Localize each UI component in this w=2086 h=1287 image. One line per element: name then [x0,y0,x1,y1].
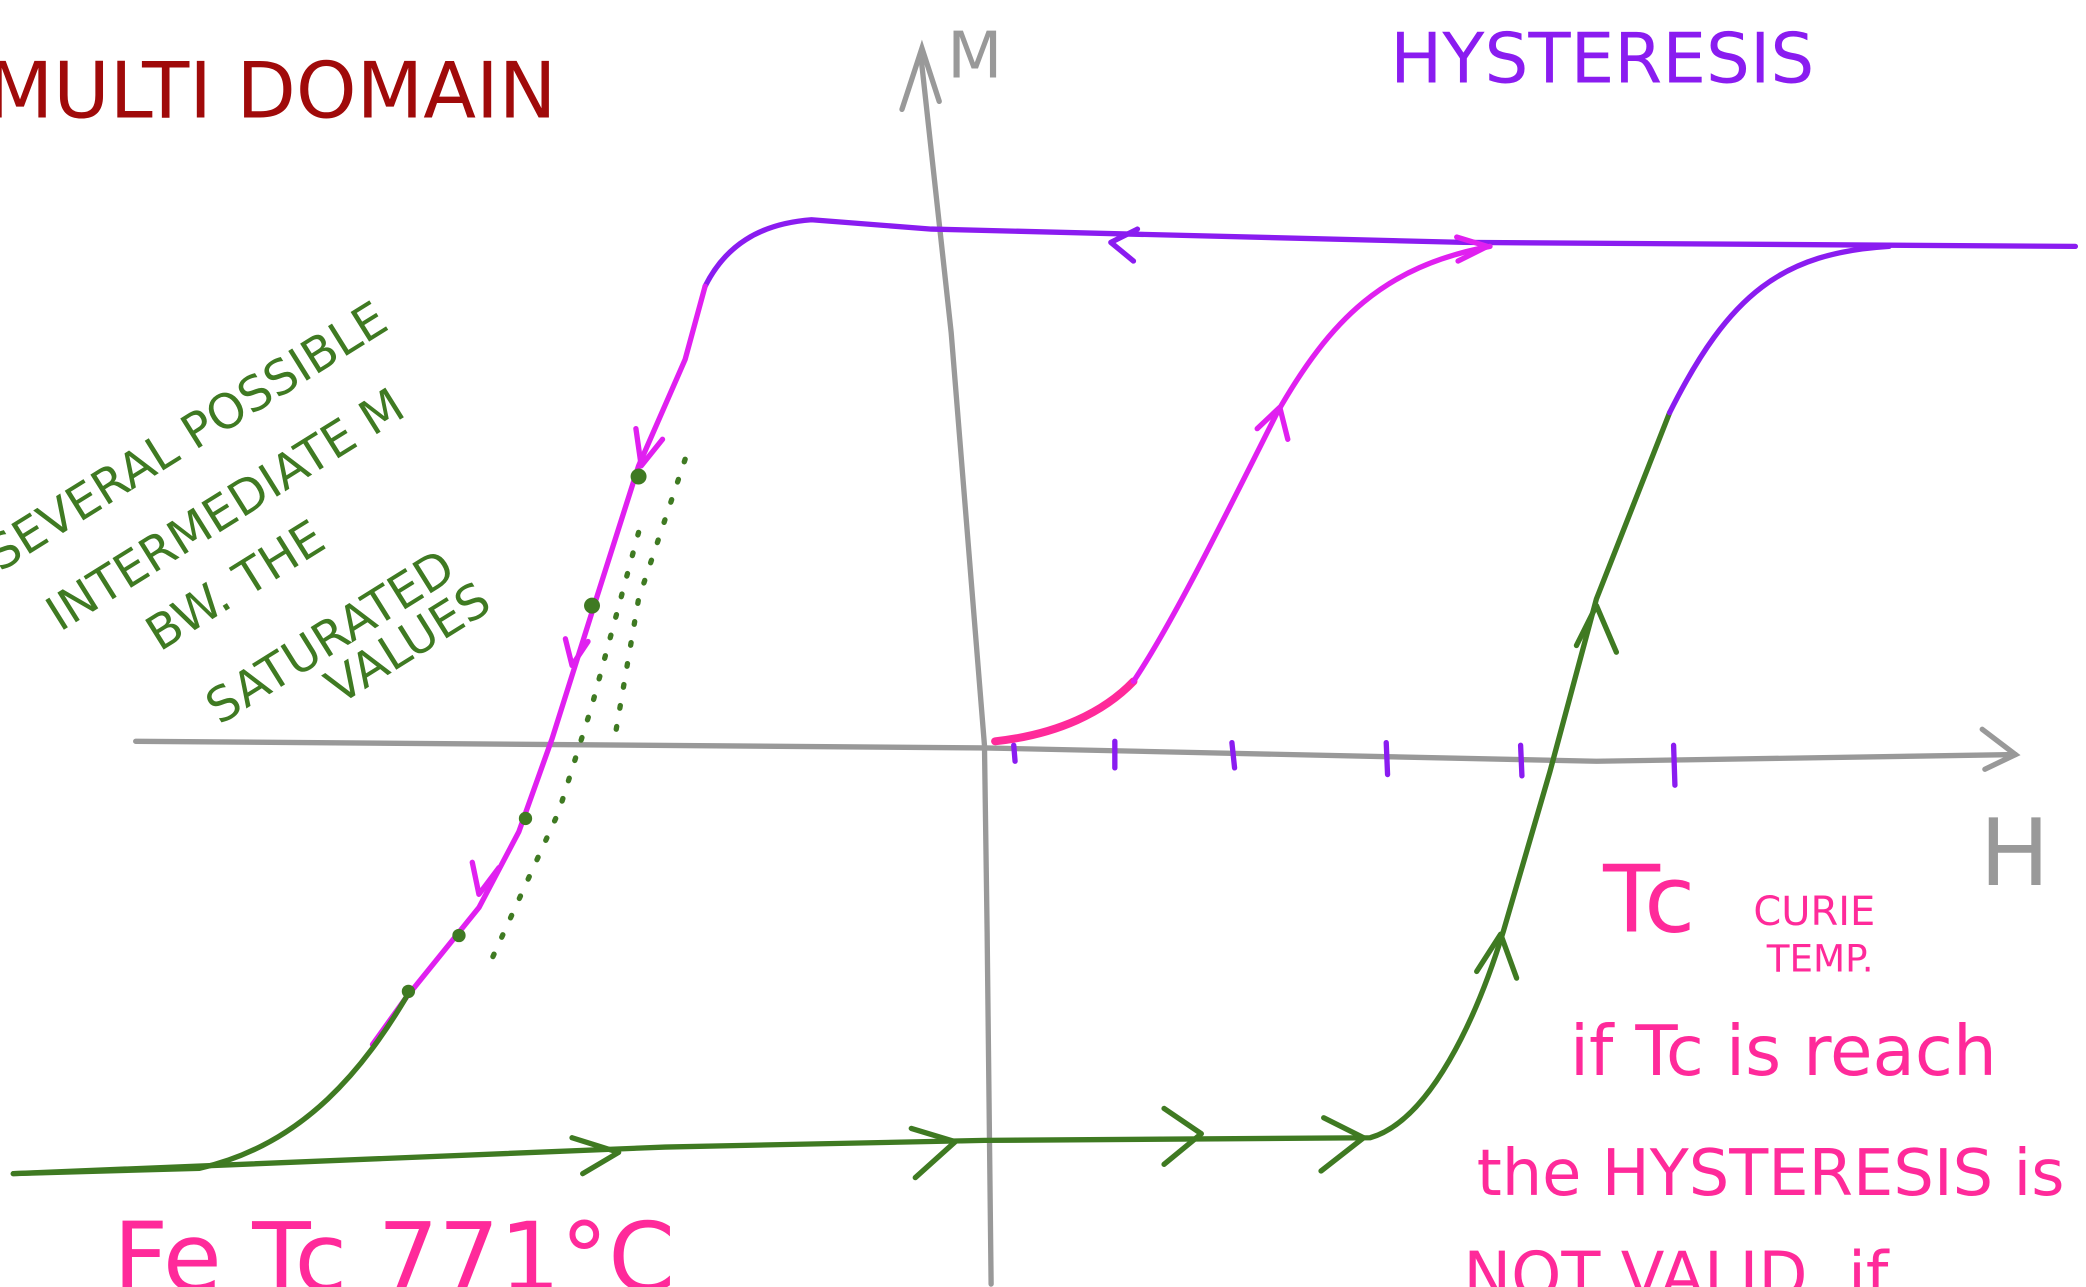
curie-symbol: Tc [1602,846,1695,954]
upper-branch [702,217,2079,289]
ascending-top [1666,243,1892,416]
annotation: SEVERAL POSSIBLE INTERMEDIATE M BW. THE … [0,292,500,736]
arrow [1254,404,1291,442]
intermediate-points [401,468,647,999]
descending-branch [369,283,708,1048]
y-axis-arrow [899,39,942,113]
arrows [569,602,1620,1181]
curie-label: TEMP. [1766,936,1874,980]
arrow [469,859,502,897]
curie-notes: Tc CURIE TEMP. if Tc is reach the HYSTER… [113,846,2064,1287]
x-axis-label: H [1980,799,2050,907]
arrow [1108,226,1141,264]
note-line: NOT VALID, if [1463,1239,1889,1287]
arrow [562,636,591,669]
arrow [633,425,666,469]
initial-curve [1130,243,1493,685]
y-axis-label: M [947,19,1002,93]
x-ticks [1011,738,1678,788]
note-line: the HYSTERESIS is [1477,1137,2065,1211]
subtitle: HYSTERESIS [1390,20,1814,100]
dotted-path [489,529,642,961]
y-axis [917,50,994,1287]
x-axis-arrow [1979,726,2021,772]
initial-curve-start [991,677,1138,746]
note-line: if Tc is reach [1570,1012,1997,1092]
arrow [1454,234,1490,264]
curie-label: CURIE [1753,889,1875,935]
example: Fe Tc 771°C [113,1202,675,1287]
title: MULTI DOMAIN [0,46,556,136]
lower-left-branch [10,995,409,1177]
dotted-path [611,456,688,742]
ascending-branch [10,410,1673,1177]
x-axis [133,738,2019,764]
